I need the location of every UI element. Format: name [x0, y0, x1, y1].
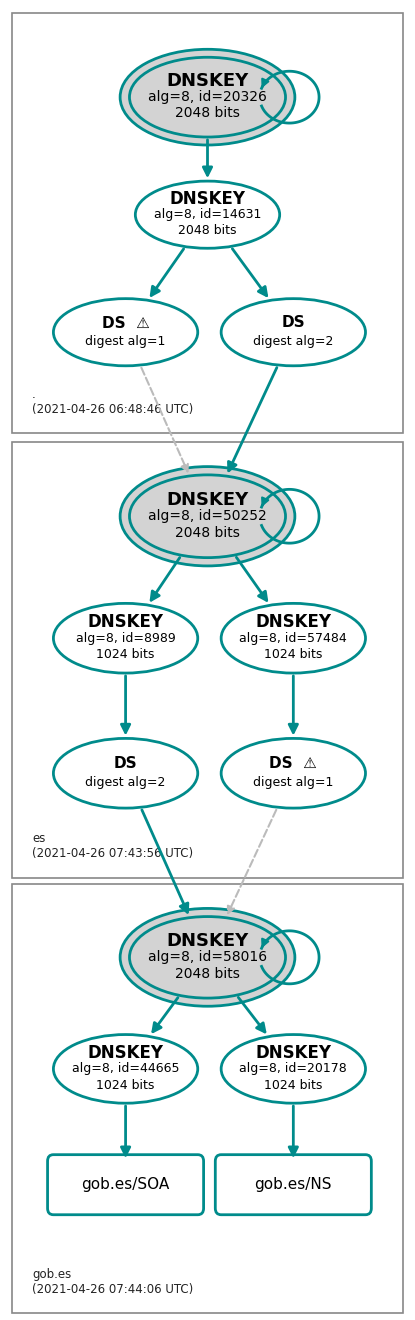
Text: .
(2021-04-26 06:48:46 UTC): . (2021-04-26 06:48:46 UTC): [32, 388, 193, 416]
Text: alg=8, id=8989: alg=8, id=8989: [76, 632, 176, 644]
Text: alg=8, id=20326: alg=8, id=20326: [148, 90, 267, 104]
Text: DNSKEY: DNSKEY: [255, 1044, 331, 1061]
Ellipse shape: [54, 603, 198, 673]
Text: gob.es
(2021-04-26 07:44:06 UTC): gob.es (2021-04-26 07:44:06 UTC): [32, 1269, 193, 1296]
Ellipse shape: [221, 298, 366, 366]
Ellipse shape: [54, 298, 198, 366]
Text: digest alg=2: digest alg=2: [85, 776, 166, 789]
Text: DNSKEY: DNSKEY: [166, 491, 249, 508]
Text: alg=8, id=44665: alg=8, id=44665: [72, 1063, 179, 1076]
Text: 1024 bits: 1024 bits: [96, 1078, 155, 1092]
Text: DNSKEY: DNSKEY: [169, 190, 246, 207]
Ellipse shape: [120, 49, 295, 145]
Text: DNSKEY: DNSKEY: [88, 612, 164, 631]
Ellipse shape: [54, 1035, 198, 1104]
Text: digest alg=2: digest alg=2: [253, 335, 334, 348]
Text: DS: DS: [281, 315, 305, 330]
Ellipse shape: [120, 466, 295, 566]
Text: DNSKEY: DNSKEY: [166, 932, 249, 950]
Text: 2048 bits: 2048 bits: [175, 966, 240, 981]
Text: gob.es/SOA: gob.es/SOA: [81, 1177, 170, 1192]
Text: 1024 bits: 1024 bits: [264, 648, 322, 661]
Text: 1024 bits: 1024 bits: [96, 648, 155, 661]
FancyBboxPatch shape: [215, 1155, 371, 1214]
Ellipse shape: [129, 475, 286, 557]
Text: DNSKEY: DNSKEY: [166, 73, 249, 90]
Ellipse shape: [129, 916, 286, 998]
Ellipse shape: [129, 57, 286, 137]
Text: 2048 bits: 2048 bits: [175, 525, 240, 540]
Ellipse shape: [221, 738, 366, 808]
Text: digest alg=1: digest alg=1: [253, 776, 334, 789]
Text: 1024 bits: 1024 bits: [264, 1078, 322, 1092]
FancyBboxPatch shape: [48, 1155, 204, 1214]
Ellipse shape: [135, 181, 280, 248]
Text: alg=8, id=50252: alg=8, id=50252: [148, 510, 267, 523]
Ellipse shape: [54, 738, 198, 808]
Text: DS  ⚠: DS ⚠: [102, 315, 149, 330]
Text: alg=8, id=57484: alg=8, id=57484: [239, 632, 347, 644]
Ellipse shape: [221, 603, 366, 673]
Text: gob.es/NS: gob.es/NS: [254, 1177, 332, 1192]
Text: 2048 bits: 2048 bits: [178, 224, 237, 238]
Text: 2048 bits: 2048 bits: [175, 106, 240, 120]
Text: alg=8, id=58016: alg=8, id=58016: [148, 950, 267, 965]
Text: DS  ⚠: DS ⚠: [269, 756, 317, 771]
Text: DNSKEY: DNSKEY: [255, 612, 331, 631]
Text: digest alg=1: digest alg=1: [85, 335, 166, 348]
Text: DS: DS: [114, 756, 137, 771]
Text: alg=8, id=14631: alg=8, id=14631: [154, 209, 261, 222]
Ellipse shape: [120, 908, 295, 1006]
Ellipse shape: [221, 1035, 366, 1104]
Text: alg=8, id=20178: alg=8, id=20178: [239, 1063, 347, 1076]
Text: DNSKEY: DNSKEY: [88, 1044, 164, 1061]
Text: es
(2021-04-26 07:43:56 UTC): es (2021-04-26 07:43:56 UTC): [32, 833, 193, 861]
